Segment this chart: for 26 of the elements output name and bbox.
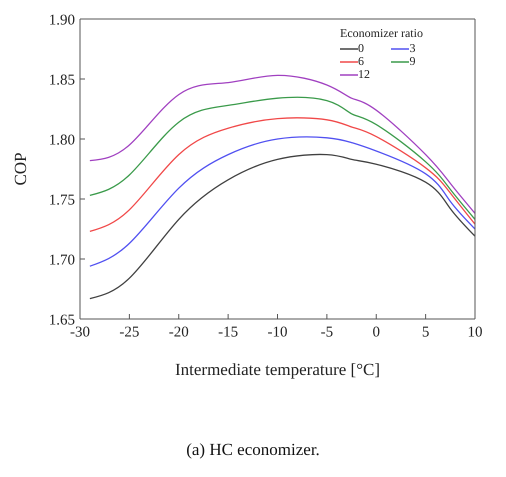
- x-axis-title: Intermediate temperature [°C]: [174, 360, 380, 379]
- y-tick-label: 1.75: [48, 192, 75, 208]
- line-series: [89, 154, 475, 300]
- x-tick-label: -15: [218, 324, 238, 341]
- x-tick-label: -10: [268, 324, 288, 341]
- legend-label: 12: [358, 67, 370, 81]
- x-tick-label: 5: [422, 324, 430, 341]
- line-series: [89, 117, 475, 232]
- legend-label: 0: [358, 41, 364, 55]
- legend-label: 9: [409, 54, 416, 68]
- legend-label: 6: [358, 54, 364, 68]
- legend-title: Economizer ratio: [340, 26, 423, 41]
- line-series: [89, 96, 475, 220]
- x-tick-label: 10: [468, 324, 482, 341]
- text: (a) HC economizer.: [185, 440, 321, 460]
- y-axis-title: COP: [11, 152, 30, 186]
- y-tick-label: 1.70: [48, 252, 75, 268]
- x-tick-label: -25: [119, 324, 140, 341]
- x-tick-label: -5: [320, 324, 334, 341]
- legend-label: 3: [409, 41, 416, 55]
- y-tick-label: 1.90: [48, 12, 75, 28]
- y-tick-label: 1.80: [48, 132, 75, 148]
- x-tick-label: -20: [168, 324, 189, 341]
- line-series: [89, 136, 475, 267]
- y-tick-label: 1.85: [48, 72, 75, 88]
- x-tick-label: 0: [372, 324, 380, 341]
